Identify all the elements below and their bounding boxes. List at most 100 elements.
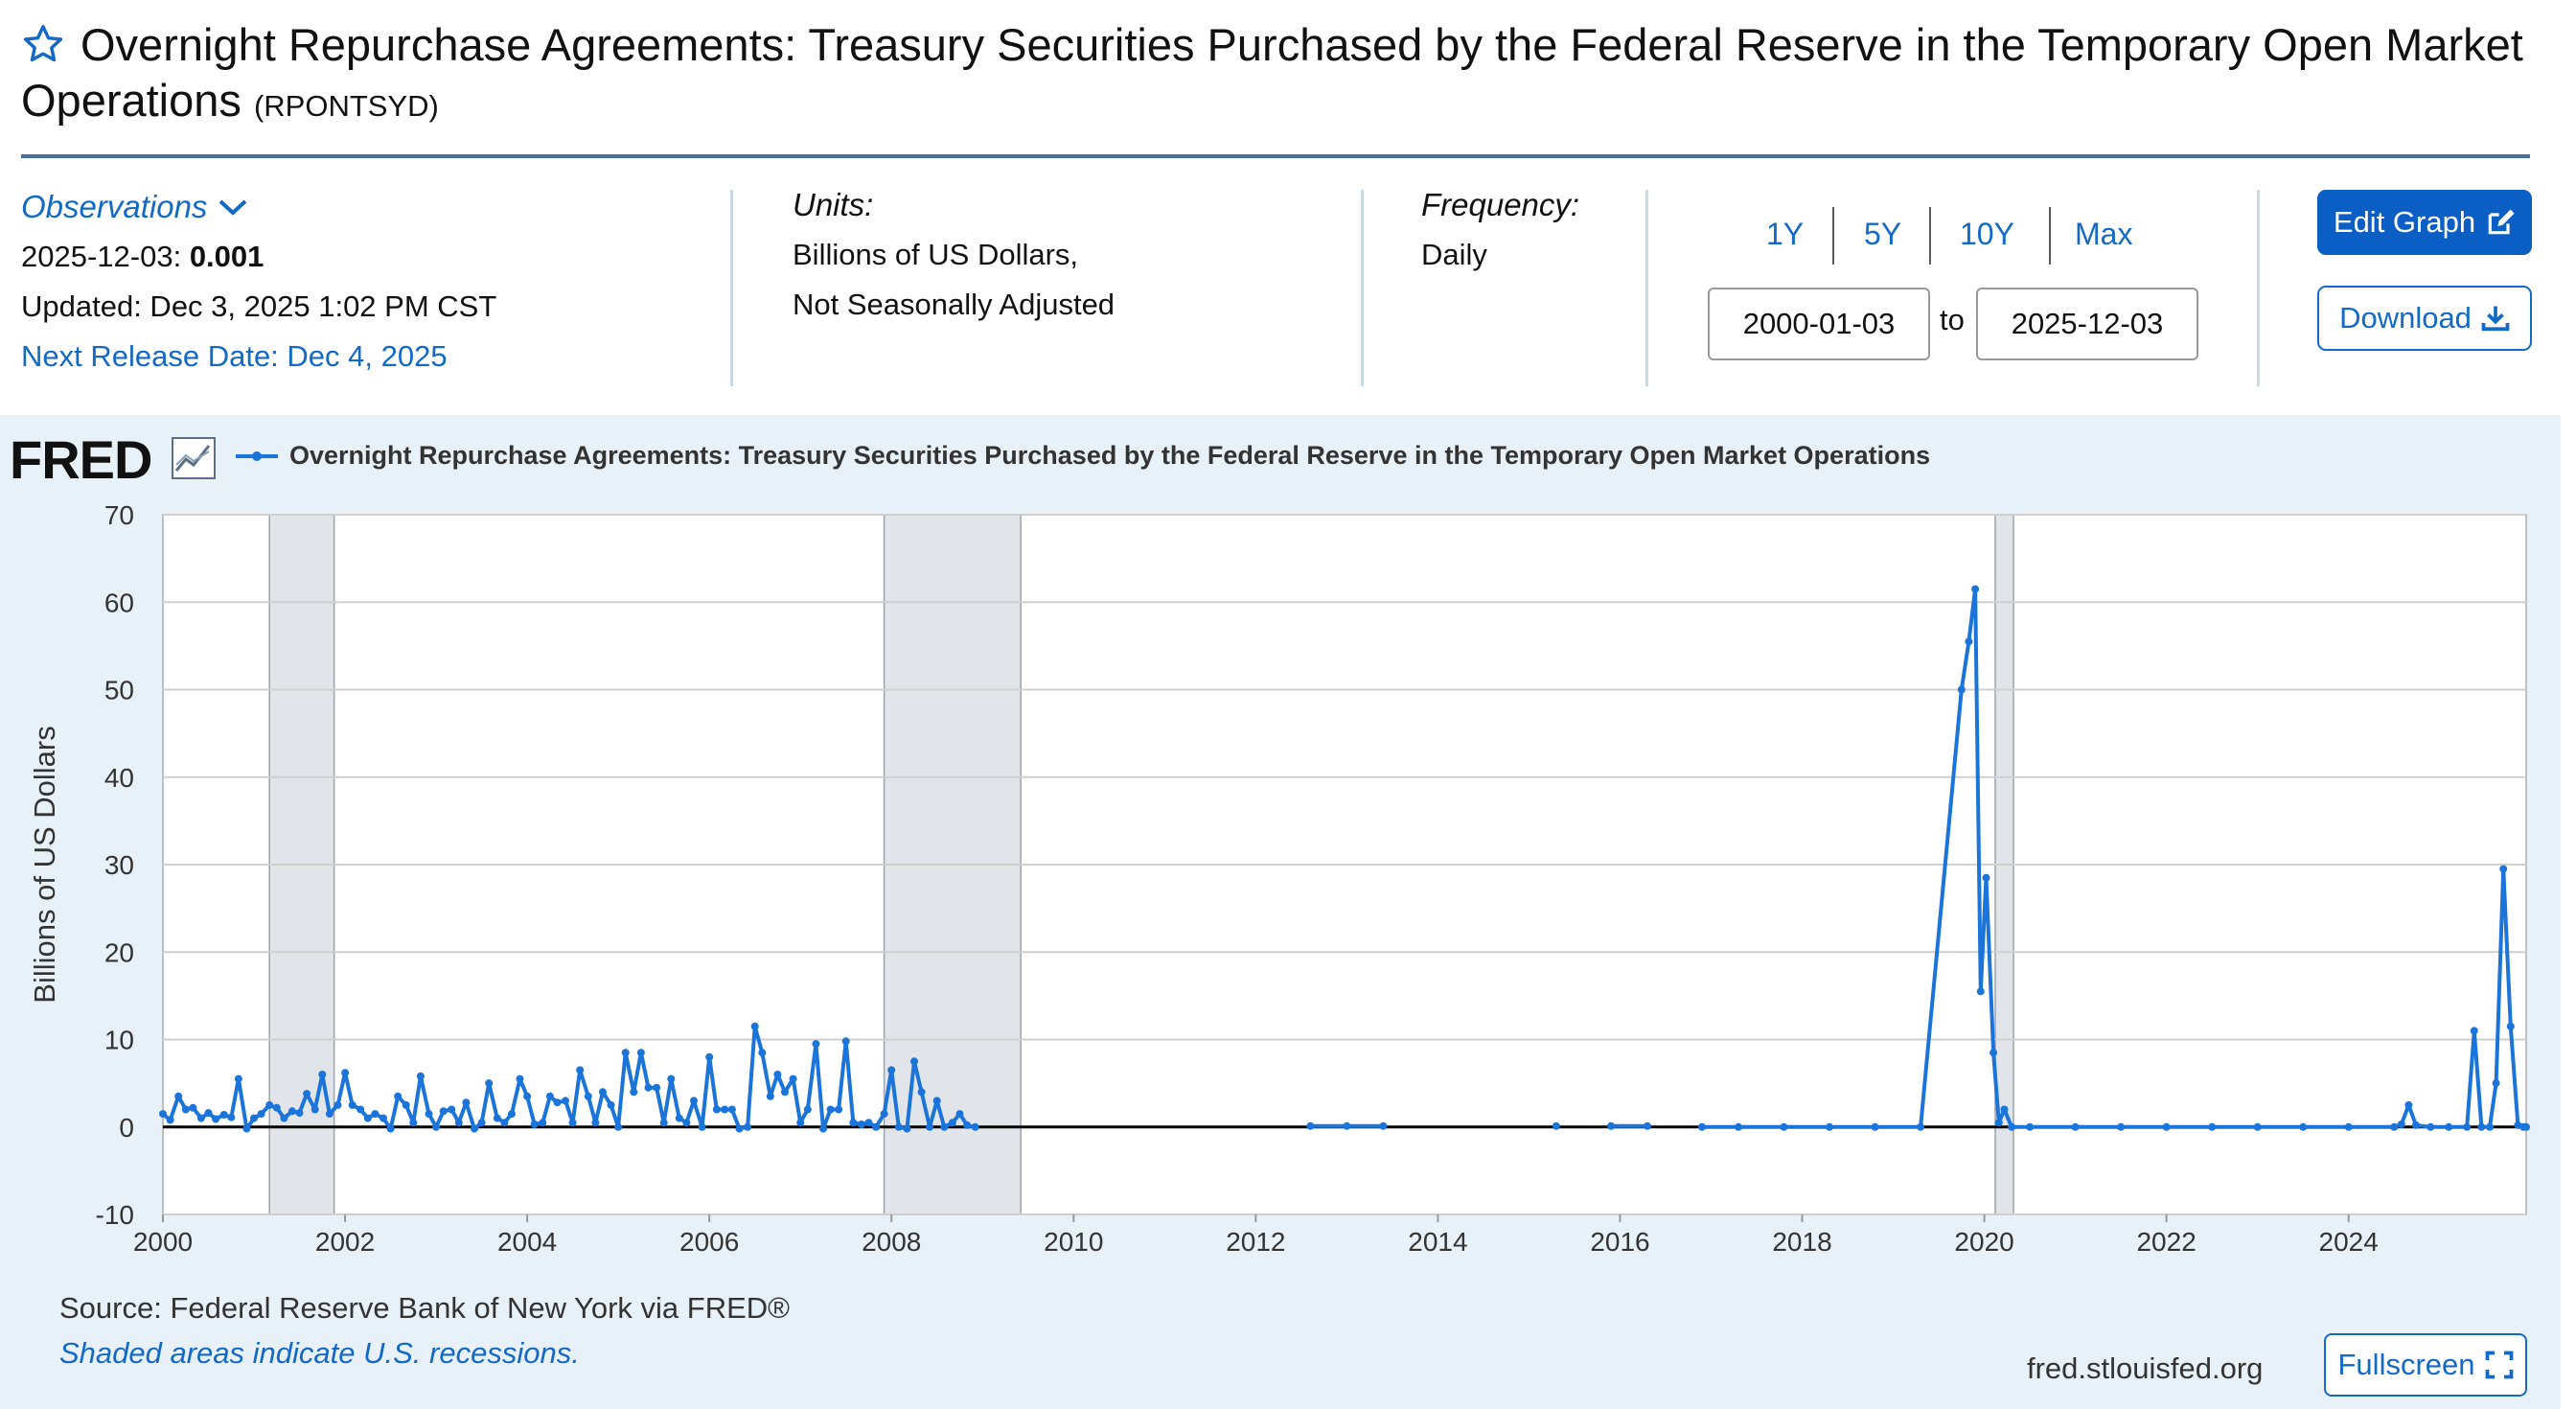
fullscreen-button[interactable]: Fullscreen <box>2324 1333 2527 1397</box>
data-point <box>712 1105 721 1114</box>
data-point <box>477 1119 486 1127</box>
x-tick-label: 2024 <box>2319 1227 2379 1257</box>
data-point <box>1735 1122 1742 1131</box>
data-point <box>2404 1100 2413 1109</box>
data-point <box>553 1098 562 1107</box>
units-value-1: Billions of US Dollars, <box>793 238 1079 271</box>
data-point <box>212 1115 220 1123</box>
data-point <box>2162 1122 2171 1131</box>
frequency-label: Frequency: <box>1421 187 1580 222</box>
start-date-input[interactable] <box>1708 288 1930 360</box>
data-point <box>1343 1121 1351 1130</box>
data-point <box>394 1092 402 1100</box>
data-point <box>2253 1122 2262 1131</box>
range-divider <box>1832 207 1834 265</box>
data-point <box>416 1072 425 1080</box>
fred-graph-icon <box>172 437 216 479</box>
fullscreen-icon <box>2485 1351 2513 1379</box>
data-point <box>758 1049 767 1057</box>
data-point <box>2492 1079 2500 1088</box>
data-point <box>204 1109 213 1118</box>
series-id: (RPONTSYD) <box>253 89 439 123</box>
data-point <box>2463 1122 2472 1131</box>
page-title: Overnight Repurchase Agreements: Treasur… <box>21 17 2532 134</box>
data-point <box>1607 1121 1615 1130</box>
data-point <box>599 1088 607 1097</box>
data-point <box>500 1119 509 1127</box>
data-point <box>849 1119 858 1127</box>
y-tick-label: 10 <box>104 1026 134 1055</box>
data-point <box>2026 1122 2035 1131</box>
data-point <box>280 1114 288 1122</box>
data-point <box>2445 1122 2453 1131</box>
title-divider <box>21 154 2530 158</box>
data-point <box>675 1114 683 1122</box>
recession-note: Shaded areas indicate U.S. recessions. <box>59 1336 580 1370</box>
data-point <box>835 1105 843 1114</box>
data-point <box>325 1110 334 1119</box>
data-point <box>948 1119 956 1127</box>
data-point <box>636 1049 645 1057</box>
data-point <box>727 1105 736 1114</box>
range-5y-button[interactable]: 5Y <box>1864 217 1902 251</box>
data-point <box>630 1088 638 1097</box>
data-point <box>932 1097 941 1105</box>
data-point <box>864 1119 873 1127</box>
next-release-link[interactable]: Next Release Date: Dec 4, 2025 <box>21 339 448 373</box>
data-point <box>371 1110 380 1119</box>
data-point <box>432 1122 441 1131</box>
data-point <box>2299 1122 2308 1131</box>
data-point <box>903 1124 911 1133</box>
data-point <box>1971 585 1980 593</box>
data-point <box>705 1052 714 1061</box>
data-point <box>166 1116 174 1124</box>
line-chart[interactable]: -10 0 10 20 30 40 50 60 70 2000 2002 2004 2006 2008 20… <box>0 415 2561 1297</box>
chevron-down-icon <box>219 199 247 216</box>
range-1y-button[interactable]: 1Y <box>1766 217 1805 251</box>
data-point <box>2390 1122 2399 1131</box>
star-icon[interactable] <box>21 22 65 66</box>
data-point <box>614 1122 623 1131</box>
x-tick-label: 2010 <box>1044 1227 1103 1257</box>
data-point <box>363 1114 372 1122</box>
data-point <box>462 1098 471 1107</box>
units-label: Units: <box>793 187 874 222</box>
observations-toggle[interactable]: Observations <box>21 182 496 232</box>
data-point <box>310 1105 319 1114</box>
data-point <box>735 1124 744 1133</box>
x-tick-label: 2008 <box>862 1227 921 1257</box>
data-point <box>698 1122 706 1131</box>
data-point <box>439 1107 448 1116</box>
data-point <box>812 1040 820 1049</box>
data-point <box>1826 1122 1833 1131</box>
units-block: Units: Billions of US Dollars, Not Seaso… <box>793 180 1115 330</box>
edit-graph-button[interactable]: Edit Graph <box>2317 190 2532 255</box>
data-point <box>653 1083 661 1092</box>
y-tick-label: -10 <box>96 1200 134 1230</box>
x-tick-label: 2012 <box>1226 1227 1285 1257</box>
data-point <box>621 1049 630 1057</box>
x-tick-label: 2020 <box>1954 1227 2013 1257</box>
x-tick-label: 2004 <box>497 1227 557 1257</box>
data-point <box>174 1092 183 1100</box>
data-point <box>766 1092 774 1100</box>
data-point <box>1990 1049 1998 1057</box>
range-max-button[interactable]: Max <box>2075 217 2133 251</box>
data-point <box>1994 1119 2003 1127</box>
data-point <box>568 1119 577 1127</box>
download-button[interactable]: Download <box>2317 286 2532 351</box>
data-point <box>303 1090 311 1098</box>
y-tick-label: 20 <box>104 937 134 967</box>
meta-divider <box>2257 190 2260 386</box>
data-point <box>530 1120 539 1128</box>
site-url[interactable]: fred.stlouisfed.org <box>2027 1351 2264 1385</box>
fullscreen-label: Fullscreen <box>2337 1348 2475 1381</box>
end-date-input[interactable] <box>1976 288 2198 360</box>
range-10y-button[interactable]: 10Y <box>1960 217 2014 251</box>
data-point <box>2000 1105 2009 1114</box>
observation-value: 0.001 <box>189 240 264 273</box>
data-point <box>690 1097 698 1105</box>
latest-observation: 2025-12-03: 0.001 <box>21 232 496 282</box>
data-point <box>1780 1122 1788 1131</box>
data-point <box>644 1083 653 1092</box>
